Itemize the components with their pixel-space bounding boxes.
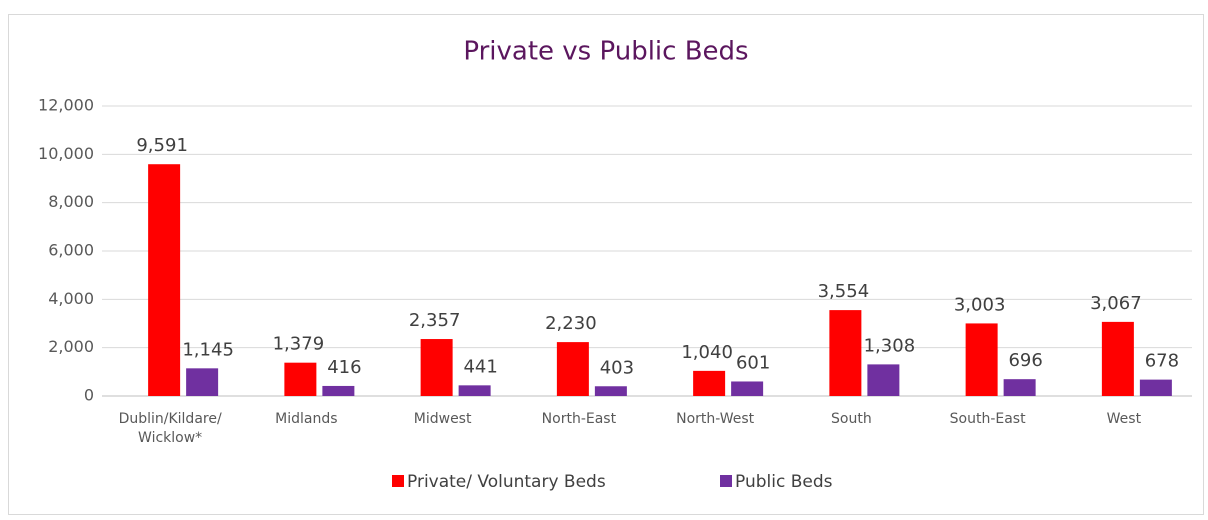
x-tick-label: South-East [950, 411, 1026, 427]
data-label: 2,357 [409, 310, 461, 331]
legend-label: Private/ Voluntary Beds [407, 472, 606, 492]
legend-swatch [392, 475, 404, 487]
data-label: 9,591 [136, 135, 188, 156]
data-label: 696 [1008, 350, 1042, 371]
y-tick-label: 2,000 [48, 337, 94, 356]
data-label: 1,308 [864, 335, 916, 356]
data-label: 1,040 [681, 342, 733, 363]
bar [829, 310, 862, 396]
bar [186, 368, 219, 396]
x-tick-label: Midwest [414, 411, 472, 427]
y-tick-label: 10,000 [38, 144, 94, 163]
data-label: 416 [327, 357, 361, 378]
data-label: 3,554 [818, 281, 870, 302]
chart-border [8, 14, 1204, 515]
bar [1101, 321, 1134, 396]
data-label: 1,145 [182, 339, 234, 360]
data-label: 441 [463, 356, 497, 377]
bar [594, 386, 627, 396]
x-tick-label: North-West [676, 411, 755, 427]
data-label: 403 [600, 357, 634, 378]
chart-title: Private vs Public Beds [463, 37, 748, 67]
bar [284, 362, 317, 396]
y-tick-label: 12,000 [38, 96, 94, 115]
x-tick-label: Dublin/Kildare/Wicklow* [119, 411, 222, 446]
y-tick-label: 8,000 [48, 192, 94, 211]
data-label: 2,230 [545, 313, 597, 334]
bar [867, 364, 900, 396]
bar [148, 164, 181, 396]
legend-label: Public Beds [735, 472, 833, 492]
data-label: 678 [1145, 351, 1179, 372]
y-tick-label: 4,000 [48, 289, 94, 308]
data-label: 3,067 [1090, 293, 1142, 314]
x-tick-label: West [1107, 411, 1142, 427]
bar [1139, 379, 1172, 396]
x-tick-label: Midlands [275, 411, 337, 427]
bar [1003, 379, 1036, 396]
data-label: 3,003 [954, 294, 1006, 315]
bar [322, 385, 355, 396]
y-tick-label: 6,000 [48, 241, 94, 260]
data-label: 601 [736, 352, 770, 373]
x-tick-label: South [831, 411, 872, 427]
data-label: 1,379 [273, 334, 325, 355]
y-tick-label: 0 [84, 386, 94, 405]
bar [420, 339, 453, 396]
bar [556, 342, 589, 396]
bar [731, 381, 764, 396]
x-tick-label: North-East [542, 411, 617, 427]
bar [965, 323, 998, 396]
bar [693, 370, 726, 396]
bar [458, 385, 491, 396]
legend-swatch [720, 475, 732, 487]
